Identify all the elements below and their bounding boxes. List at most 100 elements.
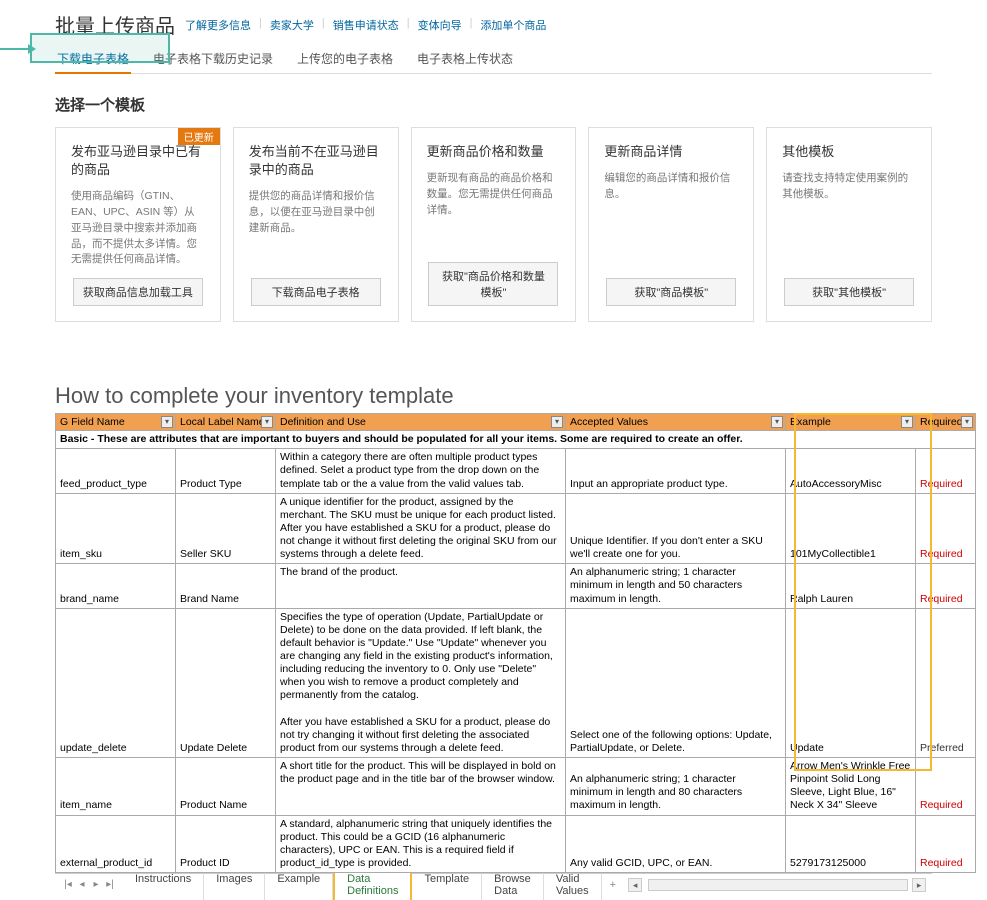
cell-req[interactable]: Required xyxy=(916,449,976,493)
cell-ex[interactable]: 5279173125000 xyxy=(786,815,916,873)
card-title: 发布当前不在亚马逊目录中的商品 xyxy=(249,143,383,179)
card-title: 发布亚马逊目录中已有的商品 xyxy=(71,143,205,179)
card-title: 更新商品价格和数量 xyxy=(427,143,561,161)
cell-ex[interactable]: AutoAccessoryMisc xyxy=(786,449,916,493)
nav-last-icon[interactable]: ▸| xyxy=(103,879,117,890)
nav-next-icon[interactable]: ▸ xyxy=(89,879,103,890)
card-desc: 请查找支持特定使用案例的其他模板。 xyxy=(782,171,916,268)
table-row: feed_product_typeProduct TypeWithin a ca… xyxy=(56,449,976,493)
card-button[interactable]: 获取"其他模板" xyxy=(784,278,914,306)
cell-acc[interactable]: Unique Identifier. If you don't enter a … xyxy=(566,493,786,564)
cell-label[interactable]: Product Type xyxy=(176,449,276,493)
cell-def[interactable]: Specifies the type of operation (Update,… xyxy=(276,608,566,757)
card-button[interactable]: 获取商品信息加载工具 xyxy=(73,278,203,306)
cell-field[interactable]: feed_product_type xyxy=(56,449,176,493)
scroll-left-icon[interactable]: ◂ xyxy=(628,878,642,892)
link-seller-univ[interactable]: 卖家大学 xyxy=(270,17,314,33)
tab-download[interactable]: 下载电子表格 xyxy=(55,44,131,73)
cell-def[interactable]: The brand of the product. xyxy=(276,564,566,608)
link-more-info[interactable]: 了解更多信息 xyxy=(185,17,251,33)
card-button[interactable]: 获取"商品模板" xyxy=(606,278,736,306)
section-title: 选择一个模板 xyxy=(55,94,932,115)
card-desc: 更新现有商品的商品价格和数量。您无需提供任何商品详情。 xyxy=(427,171,561,252)
cell-acc[interactable]: Any valid GCID, UPC, or EAN. xyxy=(566,815,786,873)
link-add-single[interactable]: 添加单个商品 xyxy=(480,17,546,33)
card-desc: 使用商品编码（GTIN、EAN、UPC、ASIN 等）从亚马逊目录中搜索并添加商… xyxy=(71,189,205,268)
excel-wrap: G Field Name▾ Local Label Name▾ Definiti… xyxy=(55,413,932,873)
cell-ex[interactable]: Arrow Men's Wrinkle Free Pinpoint Solid … xyxy=(786,758,916,816)
table-row: item_nameProduct NameA short title for t… xyxy=(56,758,976,816)
col-ex[interactable]: Example▾ xyxy=(786,414,916,431)
badge-updated: 已更新 xyxy=(178,128,220,145)
sheet-tab-valid-values[interactable]: Valid Values xyxy=(544,870,602,900)
cell-ex[interactable]: Update xyxy=(786,608,916,757)
cell-req[interactable]: Required xyxy=(916,564,976,608)
card-price-qty: 更新商品价格和数量 更新现有商品的商品价格和数量。您无需提供任何商品详情。 获取… xyxy=(411,127,577,322)
card-desc: 编辑您的商品详情和报价信息。 xyxy=(604,171,738,268)
sheet-tab-instructions[interactable]: Instructions xyxy=(123,870,204,900)
scroll-track[interactable] xyxy=(648,879,908,891)
tab-upload-status[interactable]: 电子表格上传状态 xyxy=(415,44,515,73)
cell-req[interactable]: Required xyxy=(916,815,976,873)
card-title: 其他模板 xyxy=(782,143,916,161)
cell-label[interactable]: Update Delete xyxy=(176,608,276,757)
cell-def[interactable]: A standard, alphanumeric string that uni… xyxy=(276,815,566,873)
cell-label[interactable]: Product ID xyxy=(176,815,276,873)
cell-ex[interactable]: Ralph Lauren xyxy=(786,564,916,608)
cell-ex[interactable]: 101MyCollectible1 xyxy=(786,493,916,564)
cell-req[interactable]: Preferred xyxy=(916,608,976,757)
filter-icon[interactable]: ▾ xyxy=(901,416,913,428)
tab-upload[interactable]: 上传您的电子表格 xyxy=(295,44,395,73)
cell-req[interactable]: Required xyxy=(916,758,976,816)
cell-acc[interactable]: Input an appropriate product type. xyxy=(566,449,786,493)
cell-def[interactable]: A short title for the product. This will… xyxy=(276,758,566,816)
filter-icon[interactable]: ▾ xyxy=(551,416,563,428)
sheet-title: How to complete your inventory template xyxy=(55,383,932,409)
link-sales-status[interactable]: 销售申请状态 xyxy=(333,17,399,33)
card-other: 其他模板 请查找支持特定使用案例的其他模板。 获取"其他模板" xyxy=(766,127,932,322)
cell-field[interactable]: item_name xyxy=(56,758,176,816)
add-sheet-icon[interactable]: + xyxy=(602,876,624,894)
col-def[interactable]: Definition and Use▾ xyxy=(276,414,566,431)
sheet-tab-template[interactable]: Template xyxy=(412,870,482,900)
link-variant[interactable]: 变体向导 xyxy=(418,17,462,33)
cell-label[interactable]: Seller SKU xyxy=(176,493,276,564)
cell-def[interactable]: Within a category there are often multip… xyxy=(276,449,566,493)
nav-prev-icon[interactable]: ◂ xyxy=(75,879,89,890)
sheet-tab-example[interactable]: Example xyxy=(265,870,333,900)
card-details: 更新商品详情 编辑您的商品详情和报价信息。 获取"商品模板" xyxy=(588,127,754,322)
cell-field[interactable]: external_product_id xyxy=(56,815,176,873)
cell-field[interactable]: brand_name xyxy=(56,564,176,608)
sheet-tabs: |◂ ◂ ▸ ▸| InstructionsImagesExampleData … xyxy=(55,873,932,895)
main-tabs: 下载电子表格 电子表格下载历史记录 上传您的电子表格 电子表格上传状态 xyxy=(55,44,932,74)
filter-icon[interactable]: ▾ xyxy=(961,416,973,428)
filter-icon[interactable]: ▾ xyxy=(261,416,273,428)
cell-acc[interactable]: An alphanumeric string; 1 character mini… xyxy=(566,758,786,816)
cell-label[interactable]: Brand Name xyxy=(176,564,276,608)
upload-panel: 批量上传商品 了解更多信息| 卖家大学| 销售申请状态| 变体向导| 添加单个商… xyxy=(0,0,987,343)
cell-def[interactable]: A unique identifier for the product, ass… xyxy=(276,493,566,564)
card-button[interactable]: 下载商品电子表格 xyxy=(251,278,381,306)
col-field[interactable]: G Field Name▾ xyxy=(56,414,176,431)
cell-field[interactable]: item_sku xyxy=(56,493,176,564)
nav-first-icon[interactable]: |◂ xyxy=(61,879,75,890)
filter-icon[interactable]: ▾ xyxy=(161,416,173,428)
col-label[interactable]: Local Label Name▾ xyxy=(176,414,276,431)
col-req[interactable]: Required?▾ xyxy=(916,414,976,431)
pointer-arrow xyxy=(0,48,30,50)
sheet-tab-browse-data[interactable]: Browse Data xyxy=(482,870,544,900)
card-button[interactable]: 获取"商品价格和数量模板" xyxy=(428,262,558,306)
tab-download-history[interactable]: 电子表格下载历史记录 xyxy=(151,44,275,73)
cell-label[interactable]: Product Name xyxy=(176,758,276,816)
cell-acc[interactable]: An alphanumeric string; 1 character mini… xyxy=(566,564,786,608)
cell-field[interactable]: update_delete xyxy=(56,608,176,757)
filter-icon[interactable]: ▾ xyxy=(771,416,783,428)
card-title: 更新商品详情 xyxy=(604,143,738,161)
cell-req[interactable]: Required xyxy=(916,493,976,564)
card-existing: 已更新 发布亚马逊目录中已有的商品 使用商品编码（GTIN、EAN、UPC、AS… xyxy=(55,127,221,322)
col-acc[interactable]: Accepted Values▾ xyxy=(566,414,786,431)
sheet-tab-images[interactable]: Images xyxy=(204,870,265,900)
scroll-right-icon[interactable]: ▸ xyxy=(912,878,926,892)
cell-acc[interactable]: Select one of the following options: Upd… xyxy=(566,608,786,757)
table-row: item_skuSeller SKUA unique identifier fo… xyxy=(56,493,976,564)
